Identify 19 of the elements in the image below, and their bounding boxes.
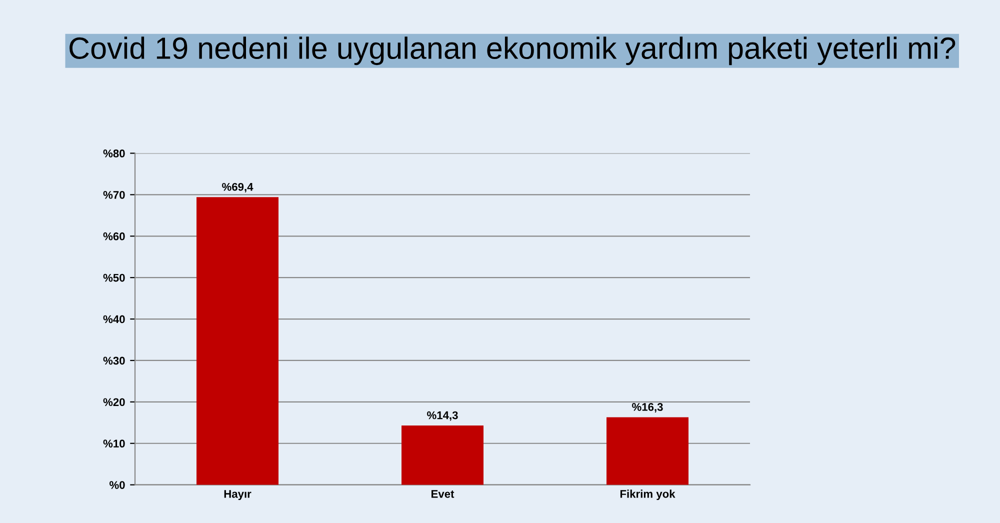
y-tick-label: %50 xyxy=(103,274,125,282)
y-tick-label: %70 xyxy=(103,190,125,199)
y-tick-label: %40 xyxy=(103,315,125,324)
y-tick-label: %30 xyxy=(103,356,125,365)
data-label: %16,3 xyxy=(632,403,663,413)
data-label: %14,3 xyxy=(427,411,458,421)
x-tick-label: Hayır xyxy=(224,490,252,500)
chart-title: Covid 19 nedeni ile uygulanan ekonomik yardım paketi yeterli mi? xyxy=(70,36,956,66)
bar xyxy=(196,197,278,485)
data-label: %69,4 xyxy=(222,182,254,192)
x-tick-label: Evet xyxy=(432,490,454,498)
y-tick-label: %60 xyxy=(103,232,125,240)
y-tick-label: %80 xyxy=(103,150,125,158)
bar xyxy=(606,417,688,485)
bar xyxy=(402,426,484,485)
y-tick-label: %20 xyxy=(103,398,125,406)
y-tick-label: %0 xyxy=(109,481,125,489)
y-tick-label: %10 xyxy=(103,440,125,448)
x-tick-label: Fikrim yok xyxy=(620,490,676,500)
